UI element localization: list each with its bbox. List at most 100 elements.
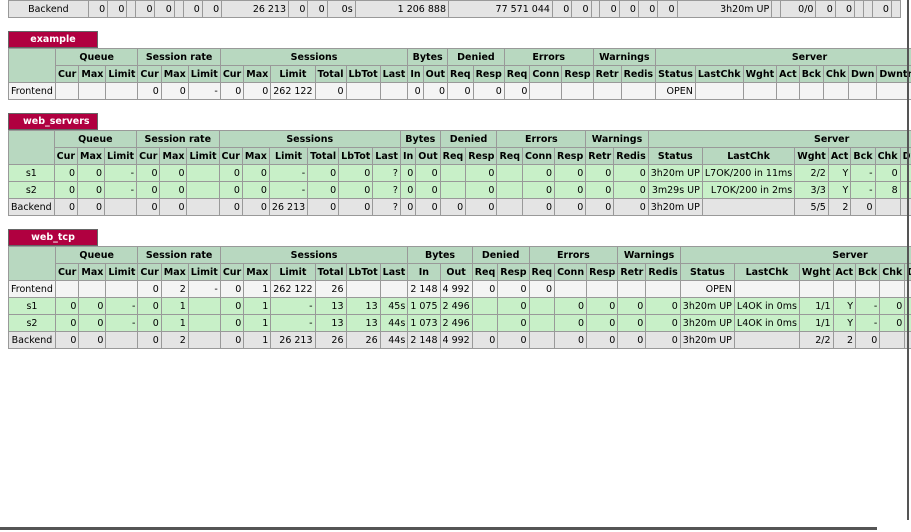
cell: 26 213 bbox=[221, 0, 290, 18]
cell: 3h20m UP bbox=[676, 0, 773, 18]
group-header: Sessions bbox=[219, 246, 409, 264]
back-row: Backend 0 0 0 0 0 0 26 213 0 0 0s 1 206 888 77 571 0… bbox=[8, 0, 902, 18]
group-header: Warnings bbox=[585, 130, 649, 148]
column-header: Chk bbox=[874, 147, 901, 165]
cell: 0 bbox=[241, 181, 270, 199]
cell: 0 bbox=[219, 297, 245, 315]
empty-cell bbox=[528, 297, 556, 315]
cell: 2/2 bbox=[794, 164, 829, 182]
cell: 0 bbox=[137, 280, 162, 298]
cell: 13 bbox=[345, 297, 381, 315]
cell: 0 bbox=[521, 164, 556, 182]
cell: 0 bbox=[503, 82, 531, 100]
group-header: Bytes bbox=[399, 130, 441, 148]
empty-cell bbox=[187, 297, 221, 315]
front-row: Frontend 0 0-0 0 262 122 0 0 0 0 0 0 OPEN bbox=[8, 82, 911, 100]
column-header: Cur bbox=[54, 65, 80, 83]
cell: 0 bbox=[586, 297, 619, 315]
cell: 0 bbox=[154, 0, 175, 18]
empty-cell bbox=[879, 280, 906, 298]
cell: L7OK/200 in 2ms bbox=[701, 181, 796, 199]
cell: 4 992 bbox=[439, 280, 473, 298]
cell: 0 bbox=[288, 0, 309, 18]
cell: 0 bbox=[218, 181, 243, 199]
cell: L4OK in 0ms bbox=[733, 314, 800, 332]
row-name: Frontend bbox=[8, 82, 56, 100]
cell: 26 213 bbox=[268, 198, 309, 216]
cell: 0 bbox=[871, 0, 892, 18]
column-header: Max bbox=[243, 263, 272, 281]
cell: 0 bbox=[586, 314, 619, 332]
empty-cell bbox=[874, 198, 901, 216]
cell: 0 bbox=[218, 164, 243, 182]
column-header: Chk bbox=[822, 65, 849, 83]
cell: 1 bbox=[160, 314, 189, 332]
column-header: Resp bbox=[554, 147, 587, 165]
column-header: Cur bbox=[137, 65, 162, 83]
row-name: s2 bbox=[8, 181, 55, 199]
row-name: s2 bbox=[8, 314, 56, 332]
cell: 0 bbox=[415, 181, 441, 199]
column-header: Dwntme bbox=[876, 65, 911, 83]
group-header: Queue bbox=[54, 48, 139, 66]
empty-cell bbox=[855, 280, 881, 298]
column-header: Act bbox=[776, 65, 800, 83]
cell: 0 bbox=[78, 297, 107, 315]
cell: 1 073 bbox=[407, 314, 441, 332]
group-header: Errors bbox=[503, 48, 594, 66]
empty-cell bbox=[854, 0, 864, 18]
group-header: Warnings bbox=[592, 48, 657, 66]
column-header: Out bbox=[439, 263, 473, 281]
column-header: Limit bbox=[268, 147, 309, 165]
cell: 0 bbox=[87, 0, 109, 18]
cell: 1 075 bbox=[407, 297, 441, 315]
cell: - bbox=[855, 314, 881, 332]
cell: 0 bbox=[571, 0, 592, 18]
column-header: Status bbox=[679, 263, 735, 281]
empty-cell bbox=[105, 331, 139, 349]
cell: 0 bbox=[219, 82, 245, 100]
srv-row: s2 0 0-0 0 0 0-0 0? 0 0 0 0 0 0 0 3m29s UP L7OK/200 in … bbox=[8, 181, 911, 199]
column-header: Cur bbox=[136, 147, 161, 165]
cell: 0 bbox=[159, 164, 188, 182]
column-header: Resp bbox=[472, 65, 505, 83]
column-header: Cur bbox=[53, 147, 79, 165]
cell: OPEN bbox=[655, 82, 696, 100]
empty-cell bbox=[733, 280, 800, 298]
empty-cell bbox=[105, 82, 139, 100]
cell: Y bbox=[832, 314, 857, 332]
cell: 77 571 044 bbox=[448, 0, 553, 18]
column-header: Act bbox=[827, 147, 852, 165]
cell: 0 bbox=[415, 198, 441, 216]
column-header: Status bbox=[655, 65, 696, 83]
empty-cell bbox=[529, 82, 563, 100]
cell: 0 bbox=[899, 198, 911, 216]
column-header: Cur bbox=[137, 263, 162, 281]
cell: 0 bbox=[399, 198, 417, 216]
cell: 2 bbox=[160, 280, 189, 298]
empty-cell bbox=[105, 280, 139, 298]
empty-cell bbox=[742, 82, 778, 100]
cell: 2 148 bbox=[407, 331, 441, 349]
cell: 0 bbox=[307, 181, 340, 199]
column-header: Last bbox=[372, 147, 401, 165]
empty-cell bbox=[379, 82, 409, 100]
cell: 4 992 bbox=[439, 331, 473, 349]
cell: - bbox=[855, 297, 881, 315]
column-header: Chk bbox=[879, 263, 906, 281]
column-header: Resp bbox=[586, 263, 619, 281]
corner-cell bbox=[8, 246, 56, 281]
column-header: Resp bbox=[497, 263, 530, 281]
empty-cell bbox=[379, 280, 409, 298]
column-header: Cur bbox=[219, 65, 245, 83]
cell: 1 bbox=[243, 297, 272, 315]
cell: 0 bbox=[201, 0, 223, 18]
cell: - bbox=[105, 314, 139, 332]
empty-cell bbox=[187, 314, 221, 332]
empty-cell bbox=[586, 280, 619, 298]
corner-cell bbox=[8, 48, 56, 83]
cell: 0 bbox=[219, 314, 245, 332]
cell: 0 bbox=[497, 280, 530, 298]
column-header: Retr bbox=[617, 263, 647, 281]
